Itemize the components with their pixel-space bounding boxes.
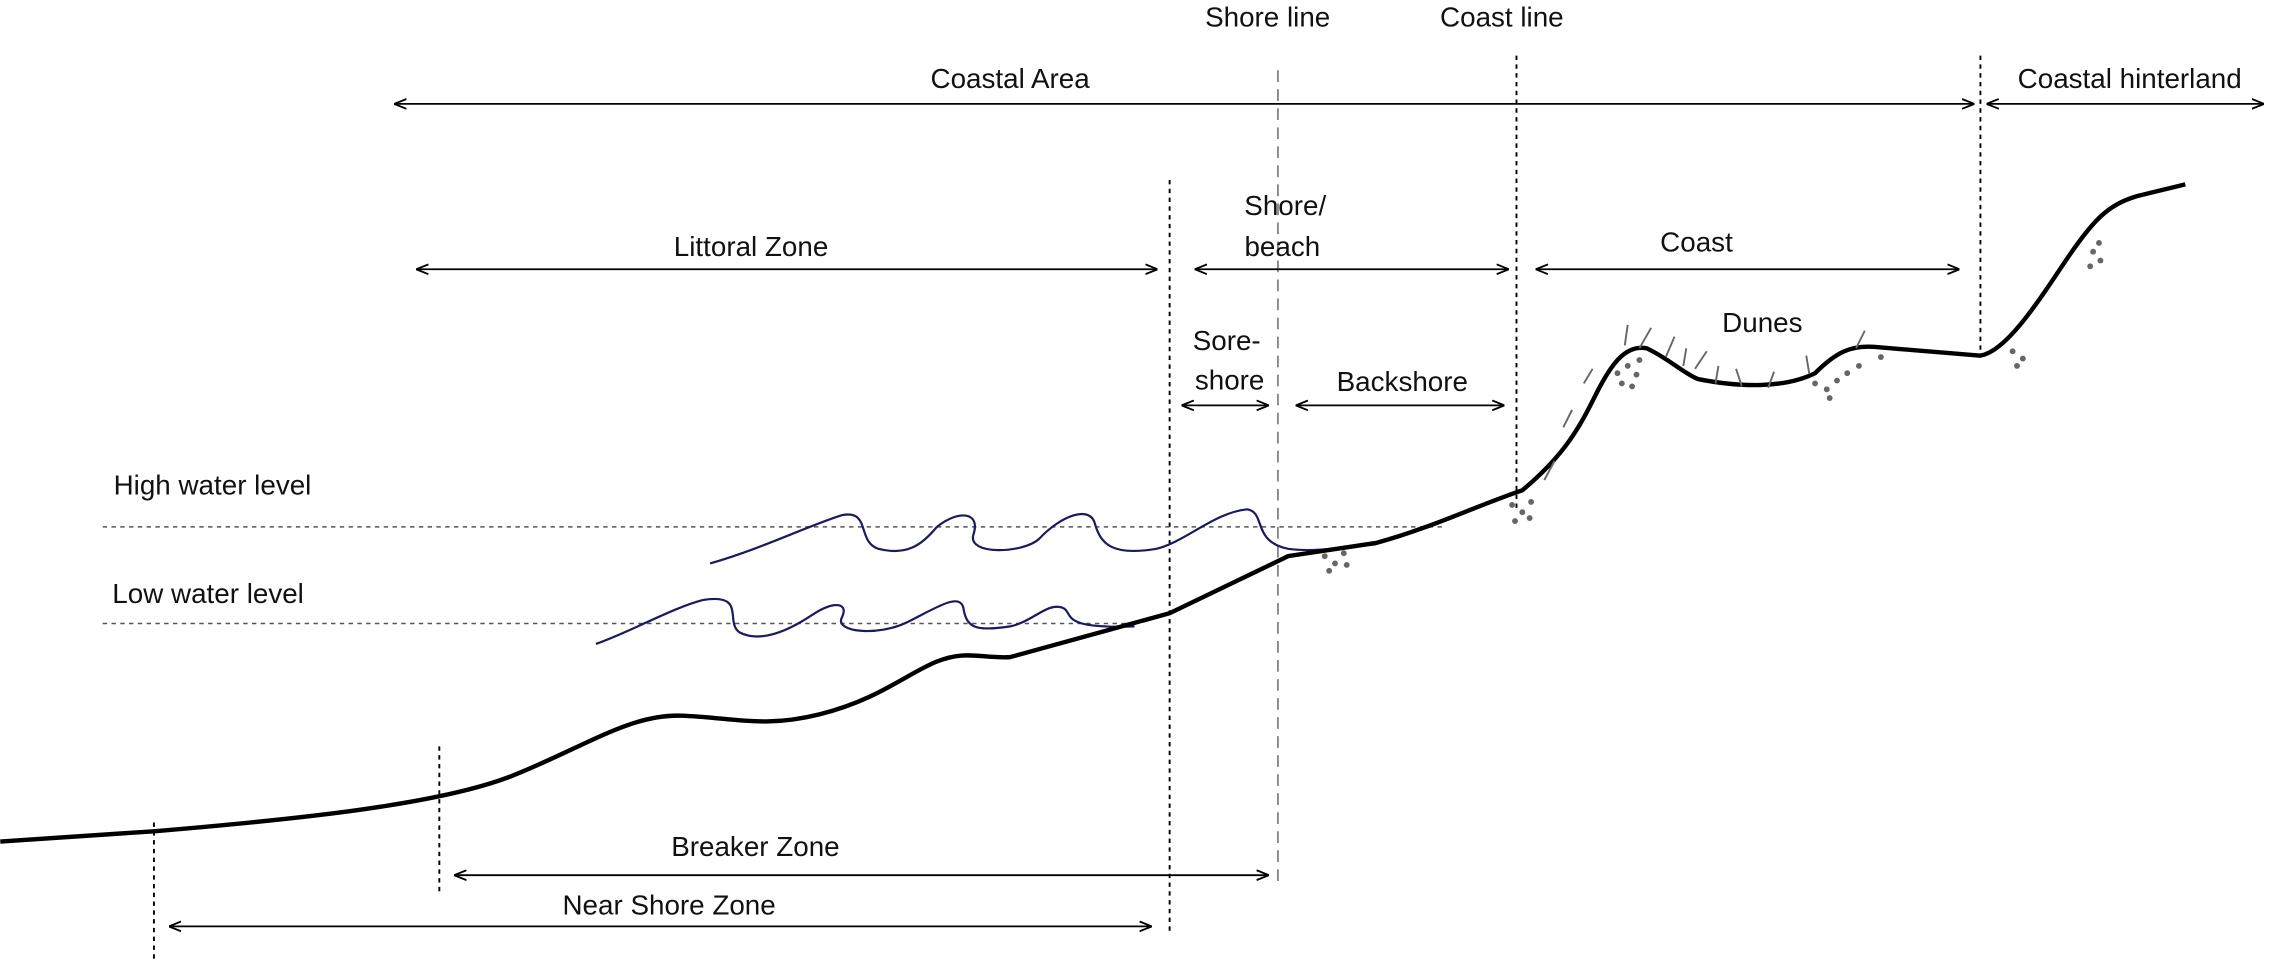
label: Low water level (112, 578, 304, 609)
pebbles (1321, 240, 2104, 574)
label: Near Shore Zone (562, 890, 775, 921)
label: Shore/ (1244, 190, 1326, 221)
label: Dunes (1722, 307, 1802, 338)
label: Backshore (1337, 366, 1468, 397)
label: shore (1195, 364, 1265, 395)
label: Coastal Area (931, 63, 1091, 94)
wave-high (709, 508, 1376, 565)
label: Coast line (1440, 1, 1564, 32)
label: Coast (1660, 227, 1733, 258)
ground-profile (0, 182, 2186, 844)
dune-grass (1543, 324, 1866, 481)
label: Sore- (1193, 325, 1261, 356)
label: beach (1244, 231, 1320, 262)
wave-low (595, 597, 1135, 645)
label: Shore line (1205, 1, 1330, 32)
label: High water level (114, 470, 312, 501)
label: Littoral Zone (674, 231, 829, 262)
label: Coastal hinterland (2018, 63, 2242, 94)
label: Breaker Zone (671, 831, 839, 862)
